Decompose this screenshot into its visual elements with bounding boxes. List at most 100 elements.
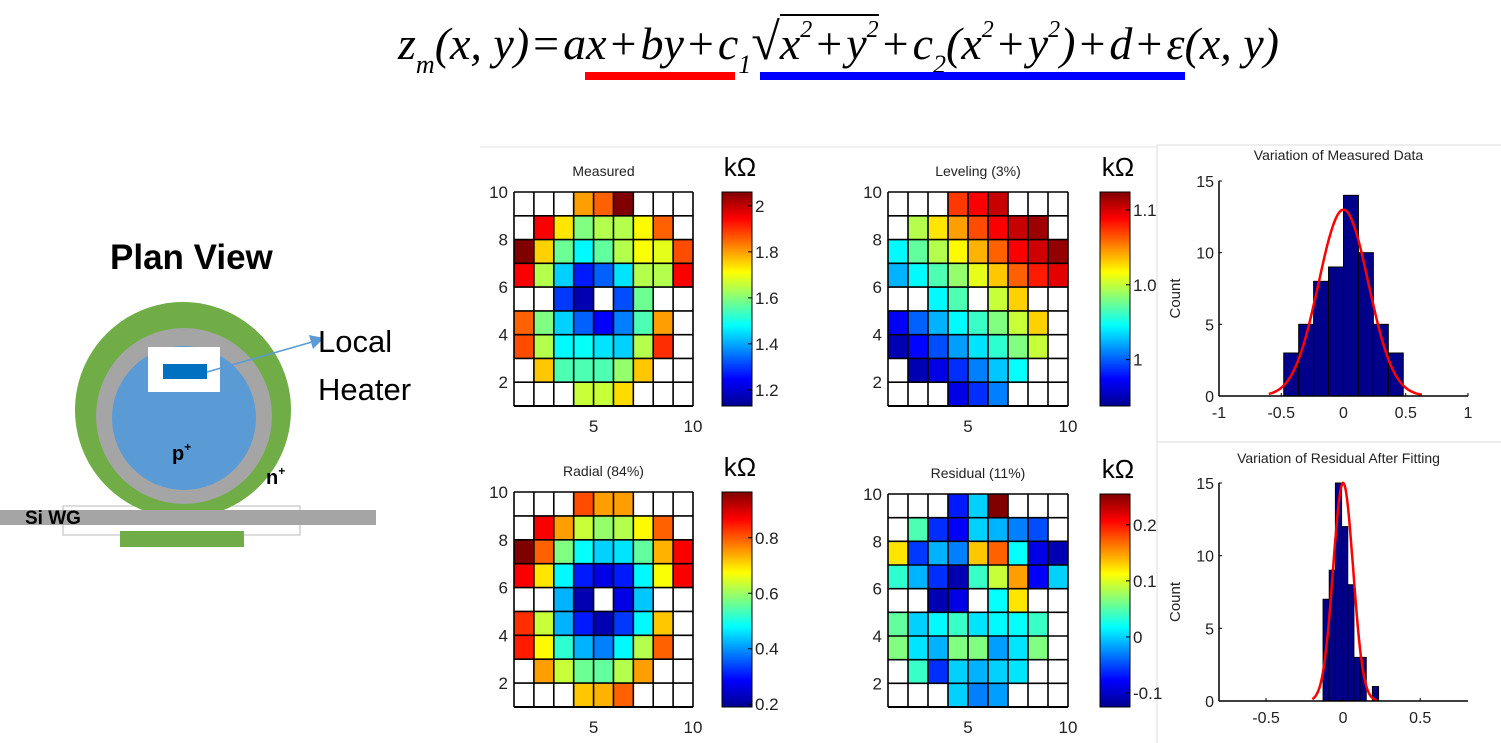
heatmap-cell <box>948 239 968 264</box>
heatmap-cell <box>533 334 554 359</box>
x-tick-label: -0.5 <box>1267 405 1295 422</box>
colorbar-tick-label: 0.1 <box>1133 572 1157 591</box>
eq-sub: 1 <box>738 50 752 79</box>
heatmap-cell <box>593 239 614 264</box>
heatmap-cell <box>514 263 534 288</box>
y-axis-label: Count <box>1167 278 1184 319</box>
y-tick-label: 2 <box>499 674 508 693</box>
heatmap-cell <box>633 310 654 335</box>
heatmap-cell <box>948 636 968 660</box>
heatmap-cell <box>573 539 594 564</box>
heatmap-cell <box>633 215 654 240</box>
heatmap-cell <box>573 239 594 264</box>
heatmap-cell <box>968 358 988 383</box>
heatmap-cell <box>968 636 988 660</box>
heatmap-cell <box>988 659 1008 684</box>
heatmap-cell <box>888 636 908 660</box>
heatmap-cell <box>948 683 968 707</box>
y-axis-label: Count <box>1167 581 1184 622</box>
heatmap-cell <box>593 683 614 707</box>
colorbar-tick-label: 1.4 <box>755 335 779 354</box>
eq-radicand: x2+y2 <box>779 14 879 69</box>
local-heater <box>163 364 207 379</box>
eq-op: + <box>1136 18 1163 69</box>
heatmap-cell <box>553 515 574 540</box>
heatmap-cell <box>514 539 534 564</box>
heatmap-cell <box>928 612 948 636</box>
colorbar-tick-label: 0.4 <box>755 640 779 659</box>
heatmap-cell <box>514 635 534 660</box>
linear-term-underline <box>585 72 735 80</box>
heatmap-cell <box>573 587 594 612</box>
heatmap-cell <box>593 215 614 240</box>
heatmap-cell <box>908 541 928 565</box>
heatmap-cell <box>908 263 928 288</box>
radial-term-underline <box>760 72 1185 80</box>
heatmap-cell <box>928 565 948 589</box>
y-tick-label: 5 <box>1205 317 1214 334</box>
heatmap-cell <box>613 659 634 684</box>
y-tick-label: 2 <box>499 373 508 392</box>
y-tick-label: 10 <box>489 483 508 502</box>
heatmap-cell <box>988 334 1008 359</box>
heatmap-cell <box>1048 263 1068 288</box>
heatmap-cell <box>653 334 674 359</box>
heatmap-cell <box>573 263 594 288</box>
y-tick-label: 4 <box>873 627 882 646</box>
heatmap-cell <box>1028 310 1048 335</box>
heatmap-cell <box>553 539 574 564</box>
heatmap-cell <box>553 358 574 383</box>
heatmap-cell <box>1008 636 1028 660</box>
heatmap-cell <box>968 612 988 636</box>
heatmap-cell <box>553 287 574 311</box>
heatmap-cell <box>1048 565 1068 589</box>
heatmap-cell <box>633 539 654 564</box>
heatmap-cell <box>888 541 908 565</box>
heatmap-cell <box>908 358 928 383</box>
heatmap-cell <box>613 382 634 406</box>
heatmap-cell <box>533 239 554 264</box>
heatmap-cell <box>988 565 1008 589</box>
x-tick-label: -0.5 <box>1252 710 1280 727</box>
heatmap-cell <box>968 541 988 565</box>
colorbar-tick-label: 0 <box>1133 628 1142 647</box>
heatmap-cell <box>988 541 1008 565</box>
eq-term: (x <box>946 18 982 69</box>
heatmap-cell <box>888 239 908 264</box>
heatmap-cell <box>633 263 654 288</box>
heatmap-cell <box>908 659 928 684</box>
y-tick-label: 10 <box>489 183 508 202</box>
eq-sub: 2 <box>933 50 947 79</box>
heatmap-cell <box>948 287 968 311</box>
x-tick-label: 0 <box>1339 405 1348 422</box>
heatmap-cell <box>514 310 534 335</box>
colorbar-tick-label: 0.8 <box>755 529 779 548</box>
y-tick-label: 10 <box>863 183 882 202</box>
model-equation: zm(x, y)=ax+by+c1√x2+y2+c2(x2+y2)+d+ε(x,… <box>398 8 1279 79</box>
histogram-title: Variation of Measured Data <box>1254 147 1424 163</box>
heatmap-cell <box>968 659 988 684</box>
x-tick-label: 0.5 <box>1395 405 1417 422</box>
heatmap-cell <box>593 539 614 564</box>
heater-label-line: Local <box>318 324 393 359</box>
heatmap-cell <box>988 636 1008 660</box>
heatmap-cell <box>673 539 693 564</box>
heatmap-cell <box>988 358 1008 383</box>
heatmap-cell <box>928 541 948 565</box>
heatmap-cell <box>613 215 634 240</box>
y-tick-label: 6 <box>873 580 882 599</box>
heatmap-cell <box>888 612 908 636</box>
colorbar-tick-label: 0.2 <box>755 695 779 714</box>
heatmap-cell <box>948 215 968 240</box>
x-tick-label: 5 <box>589 718 598 737</box>
heatmap-cell <box>968 263 988 288</box>
heatmap-cell <box>1028 565 1048 589</box>
heatmap-cell <box>553 263 574 288</box>
heatmap-cell <box>613 563 634 588</box>
y-tick-label: 5 <box>1205 621 1214 638</box>
heatmap-cell <box>593 192 614 216</box>
y-tick-label: 0 <box>1205 389 1214 406</box>
heatmap-cell <box>593 263 614 288</box>
heatmap-cell <box>553 215 574 240</box>
colorbar-tick-label: 0.2 <box>1133 516 1157 535</box>
